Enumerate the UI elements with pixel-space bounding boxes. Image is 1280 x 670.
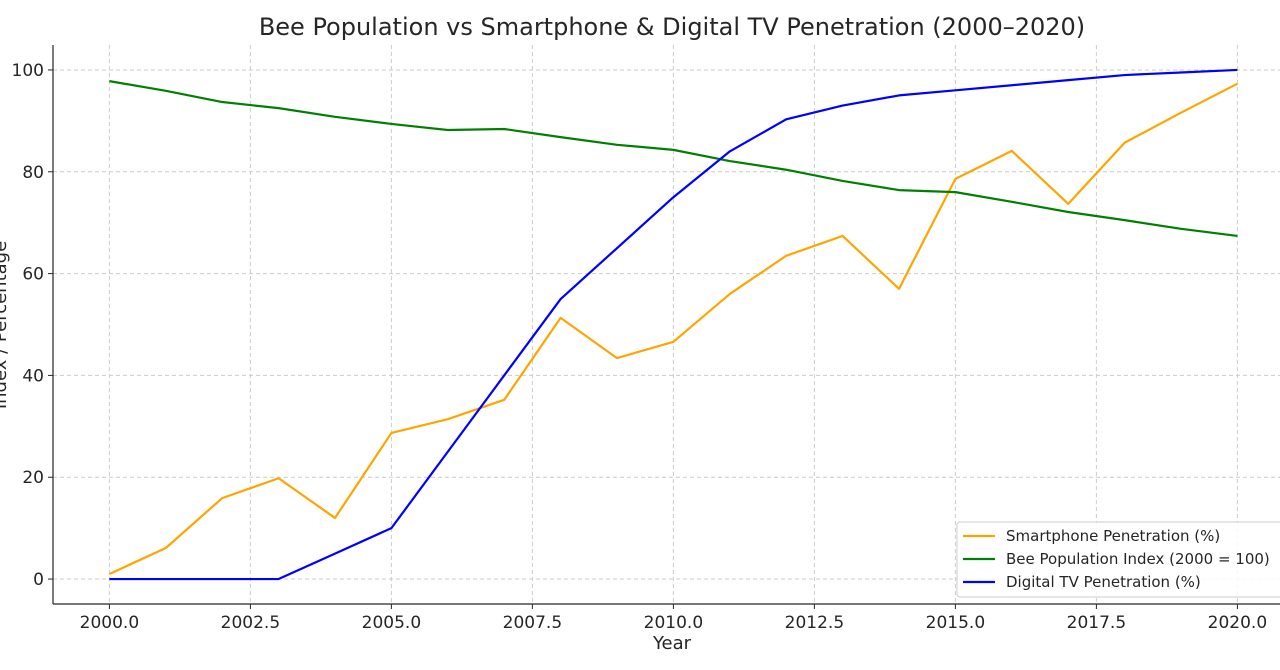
x-tick-label: 2012.5 — [785, 613, 844, 633]
x-tick-label: 2007.5 — [503, 613, 562, 633]
y-tick-label: 80 — [22, 163, 44, 183]
series-line-2 — [109, 68, 1238, 581]
legend-label: Smartphone Penetration (%) — [1006, 527, 1220, 545]
x-tick-label: 2020.0 — [1208, 613, 1267, 633]
legend-label: Digital TV Penetration (%) — [1006, 573, 1201, 591]
y-tick-label: 20 — [22, 468, 44, 488]
y-tick-label: 40 — [22, 366, 44, 386]
x-tick-label: 2002.5 — [221, 613, 280, 633]
x-tick-label: 2017.5 — [1067, 613, 1126, 633]
legend: Smartphone Penetration (%) Bee Population… — [956, 521, 1280, 598]
y-tick-label: 0 — [33, 570, 44, 590]
legend-label: Bee Population Index (2000 = 100) — [1006, 550, 1270, 568]
axes: 2000.0 2002.5 2005.0 2007.5 2010.0 2012.5 2015… — [12, 45, 1280, 633]
series-line-1 — [109, 80, 1238, 238]
x-tick-label: 2005.0 — [362, 613, 421, 633]
series-lines — [108, 68, 1238, 581]
x-tick-label: 2010.0 — [644, 613, 703, 633]
y-tick-label: 100 — [12, 61, 44, 81]
y-axis-label: Index / Percentage — [0, 241, 11, 409]
x-axis-label: Year — [652, 633, 692, 654]
x-tick-label: 2000.0 — [80, 613, 139, 633]
legend-box — [956, 521, 1280, 598]
y-tick-label: 60 — [22, 265, 44, 285]
grid — [53, 45, 1280, 604]
chart-title: Bee Population vs Smartphone & Digital T… — [259, 13, 1085, 41]
x-tick-label: 2015.0 — [926, 613, 985, 633]
series-line-0 — [108, 82, 1238, 575]
